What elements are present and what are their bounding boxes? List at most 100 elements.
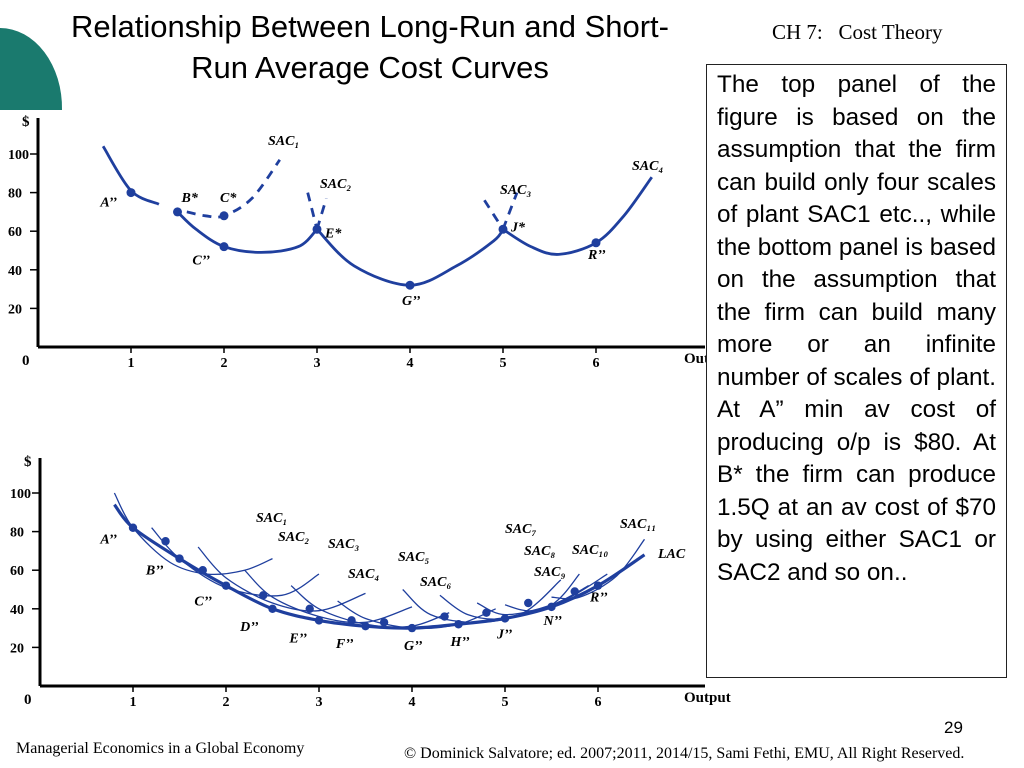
curve-label: LAC [657,547,686,562]
y-tick-label: 20 [10,641,24,656]
y-tick-label: 80 [10,526,24,541]
x-tick-label: 5 [500,356,507,371]
origin-label: 0 [22,353,30,369]
point-label: N’’ [543,614,563,629]
data-point [524,598,533,608]
curve-SAC₃-dashed [306,192,319,230]
data-point [454,620,463,629]
data-point [407,623,417,633]
explanation-text-box: The top panel of the figure is based on … [706,64,1007,678]
data-point [482,608,491,617]
data-point [570,587,579,596]
curve-label: SAC₁₁ [620,517,656,532]
x-tick-label: 1 [130,695,137,710]
curve-label: SAC₇ [505,522,536,537]
point-label: G’’ [404,639,423,654]
y-tick-label: 100 [8,148,29,163]
data-point [547,602,556,612]
data-point [314,616,324,625]
point-label: R’’ [587,248,606,263]
curve-label: SAC₃ [328,537,359,552]
data-point [591,238,601,248]
point-label: E’’ [288,631,307,646]
point-label: C’’ [194,595,212,610]
y-tick-label: 60 [8,225,22,240]
curve-label: SAC₁₀ [572,543,608,558]
data-point [379,618,389,627]
curve-SAC₂-solid [176,210,319,254]
data-point [361,621,370,631]
data-point [440,612,449,621]
page-number: 29 [944,718,963,737]
curve-SAC₇ [402,579,562,623]
corner-decoration [0,0,63,110]
point-label: C’’ [192,254,210,269]
x-tick-label: 4 [407,356,414,371]
x-tick-label: 6 [595,695,602,710]
data-point [405,280,415,290]
point-label: F’’ [335,637,354,652]
x-tick-label: 3 [316,695,323,710]
curve-SAC₁-dashed [186,158,281,219]
x-tick-label: 2 [221,356,228,371]
point-label: E* [324,226,342,241]
curve-SAC₈ [439,573,580,620]
point-label: H’’ [450,635,471,650]
curve-label: SAC₁ [256,511,287,526]
data-point [498,224,508,234]
data-point [347,616,356,625]
point-label: J* [510,220,526,235]
title-line-1: Relationship Between Long-Run and Short- [71,9,669,44]
data-point [219,242,229,252]
x-tick-label: 3 [314,356,321,371]
data-point [126,188,136,198]
y-tick-label: 40 [10,603,24,618]
footer-copyright: © Dominick Salvatore; ed. 2007;2011, 201… [404,745,965,762]
x-tick-label: 1 [128,356,135,371]
curve-SAC4-solid [502,176,653,256]
x-tick-label: 5 [502,695,509,710]
chapter-label: CH 7: Cost Theory [772,20,943,44]
point-label: G’’ [402,294,421,309]
title-line-2: Run Average Cost Curves [191,50,549,85]
data-point [268,604,277,613]
footer-book-title: Managerial Economics in a Global Economy [16,740,305,757]
y-tick-label: 60 [10,564,24,579]
explanation-text: The top panel of the figure is based on … [717,71,996,586]
curve-label: SAC₄ [632,159,663,174]
y-tick-label: 40 [8,264,22,279]
point-label: A’’ [99,533,117,548]
point-label: C* [220,191,237,206]
point-label: R’’ [589,591,608,606]
curve-label: SAC₂ [278,530,309,545]
y-axis-label: $ [22,114,30,130]
data-point [305,604,314,613]
curve-label: SAC₄ [348,567,379,582]
curve-label: SAC₁ [268,134,299,149]
curve-SAC₁ [113,492,273,576]
curve-SAC₃-solid [315,228,505,287]
point-label: D’’ [239,620,259,635]
slide-title: Relationship Between Long-Run and Short-… [30,6,710,88]
point-label: J’’ [496,627,513,642]
data-point [173,207,182,217]
data-point [219,211,229,221]
data-point [198,566,207,575]
curve-label: SAC₉ [534,565,565,580]
curve-SAC₃ [197,546,366,612]
x-axis-label: Output [684,690,731,706]
point-label: B* [181,191,199,206]
y-tick-label: 80 [8,187,22,202]
curve-SAC₂-dashed [315,198,328,230]
curve-label: SAC₆ [420,575,451,590]
data-point [161,537,170,546]
curve-label: SAC₅ [398,550,429,565]
y-tick-label: 20 [8,302,22,317]
curve-SAC4-dashed [483,199,505,231]
data-point [259,591,268,600]
data-point [500,614,510,623]
x-tick-label: 6 [593,356,600,371]
y-axis-label: $ [24,454,32,470]
data-point [221,581,231,590]
